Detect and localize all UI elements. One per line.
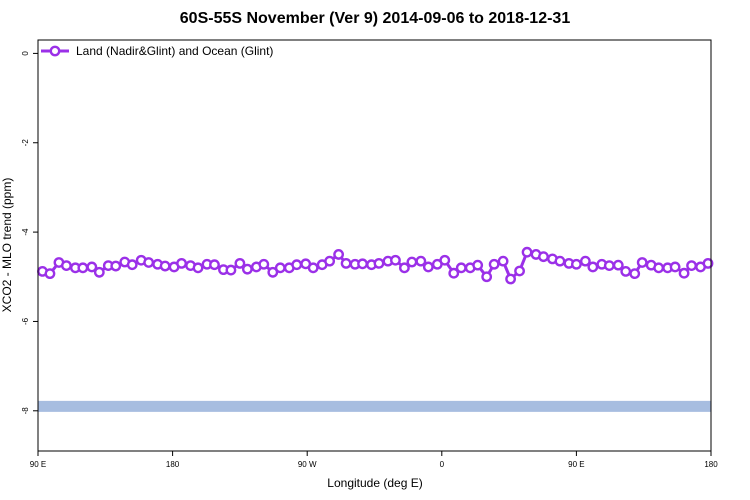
legend-label: Land (Nadir&Glint) and Ocean (Glint) [76,44,274,58]
data-point [554,255,566,267]
plot-frame [37,39,712,452]
data-point [234,257,246,269]
data-point [620,266,632,277]
data-point [399,262,410,274]
data-point [225,264,237,276]
data-point [481,271,493,283]
data-point [686,260,697,272]
data-point [209,259,220,271]
data-point [406,256,418,268]
data-point [669,261,681,273]
x-tick-label: 90 E [568,460,584,469]
data-point [333,249,345,260]
data-point [159,260,171,272]
y-tick-label: -2 [21,139,30,147]
x-tick-label: 180 [704,460,718,469]
data-point [571,258,582,270]
data-point [93,266,105,278]
data-point [505,273,516,285]
x-tick-label: 180 [166,460,180,469]
data-point [603,260,615,272]
y-tick-label: 0 [21,51,30,56]
y-axis-label: XCO2 - MLO trend (ppm) [0,177,14,313]
data-point [267,266,279,278]
data-point [77,262,89,274]
data-point [472,259,484,271]
x-axis-label: Longitude (deg E) [327,476,423,490]
data-point [653,262,665,274]
data-point [307,262,319,274]
data-point [143,257,155,268]
data-point [514,265,525,277]
data-point [497,255,509,267]
data-point [176,257,187,269]
data-point [373,257,385,269]
data-point [192,262,204,274]
data-point [324,255,336,267]
x-tick-label: 90 E [30,460,46,469]
data-point [422,261,434,273]
data-point [521,246,533,258]
series-layer [37,246,714,285]
data-point [390,254,401,266]
y-tick-label: -6 [21,317,30,325]
data-point [612,259,624,271]
data-point [702,257,714,269]
data-point [439,254,451,266]
data-point [678,267,690,279]
legend-marker [41,45,69,57]
chart-title: 60S-55S November (Ver 9) 2014-09-06 to 2… [179,10,571,27]
data-point [241,263,253,275]
data-point [340,257,352,269]
data-point [61,260,72,272]
data-point [274,262,286,274]
data-point [258,258,270,270]
data-point [579,255,591,267]
data-point [291,259,303,271]
y-tick-label: -8 [21,407,30,415]
data-point [357,258,368,270]
data-point [587,261,599,273]
data-point [455,262,467,274]
data-point [448,267,460,279]
legend: Land (Nadir&Glint) and Ocean (Glint) [40,44,273,58]
data-point [86,261,98,273]
data-point [126,259,138,271]
data-point [636,257,648,268]
x-tick-label: 0 [440,460,445,469]
data-point [629,268,641,280]
data-point [415,255,427,267]
x-axis: 90 E 180 90 W 0 90 E 180 [30,451,718,469]
data-point [110,260,122,272]
data-point [44,268,56,280]
data-point [538,251,549,263]
y-tick-label: -4 [21,228,30,236]
y-axis: 0 -2 -4 -6 -8 [21,51,38,415]
data-point [488,258,500,270]
x-tick-label: 90 W [298,460,317,469]
